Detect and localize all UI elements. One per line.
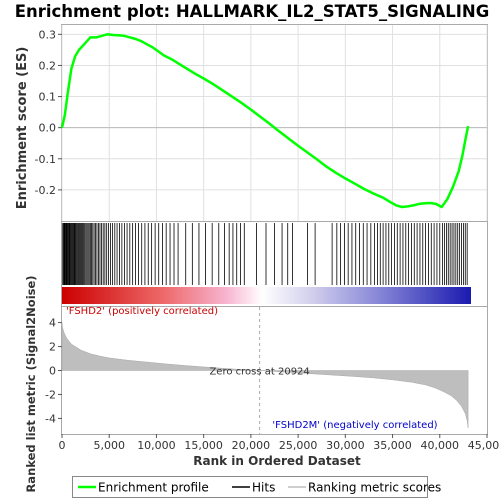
top-y-tick-label: 0.3 [39, 28, 57, 41]
x-tick-label: 30,000 [326, 439, 365, 452]
enrichment-profile-layer [60, 33, 470, 209]
x-tick-label: 0 [59, 439, 66, 452]
ranked-metric-panel: 4 2 0 -2 -4 Zero cross at 20924 'FSHD2' (pos… [24, 275, 488, 493]
legend-hits-label: Hits [252, 481, 275, 495]
chart-title: Enrichment plot: HALLMARK_IL2_STAT5_SIGN… [15, 2, 490, 21]
enrichment-score-panel: 0.3 0.2 0.1 0.0 -0.1 -0.2 Enrichment score (E… [15, 24, 488, 222]
bottom-y-tick-label: -2 [45, 388, 56, 401]
top-panel-frame [61, 24, 488, 222]
bottom-y-axis-label: Ranked list metric (Signal2Noise) [24, 275, 38, 492]
legend-profile-label: Enrichment profile [98, 481, 209, 495]
bottom-y-tick-label: 0 [49, 365, 56, 378]
bottom-y-tick-label: 4 [49, 317, 56, 330]
x-tick-label: 10,000 [137, 439, 176, 452]
x-tick-label: 35,000 [373, 439, 412, 452]
top-y-tick-label: -0.1 [35, 153, 56, 166]
rank-color-bar [62, 287, 471, 304]
x-tick-label: 20,000 [232, 439, 271, 452]
ranking-metric-layer [61, 322, 469, 429]
x-tick-label: 40,000 [421, 439, 460, 452]
hits-panel [61, 221, 488, 307]
top-y-tick-label: -0.2 [35, 184, 56, 197]
legend-metric-label: Ranking metric scores [308, 481, 441, 495]
top-y-tick-label: 0.0 [39, 122, 57, 135]
top-y-axis-label: Enrichment score (ES) [15, 47, 30, 210]
top-y-tick-label: 0.2 [39, 59, 57, 72]
x-tick-label: 15,000 [184, 439, 223, 452]
zero-cross-label: Zero cross at 20924 [209, 367, 309, 378]
x-tick-label: 5,000 [93, 439, 125, 452]
top-y-tick-label: 0.1 [39, 91, 57, 104]
top-y-ticks: 0.3 0.2 0.1 0.0 -0.1 -0.2 [35, 28, 62, 197]
legend: Enrichment profile Hits Ranking metric s… [72, 476, 441, 498]
bottom-y-tick-label: 2 [49, 341, 56, 354]
enrichment-profile-line [60, 33, 470, 209]
ranking-metric-area [61, 322, 469, 429]
x-tick-label: 45,000 [468, 439, 500, 452]
bottom-y-ticks: 4 2 0 -2 -4 [45, 317, 62, 425]
x-axis-ticks: 0 5,000 10,000 15,000 20,000 25,000 30,000 35,0… [59, 434, 500, 452]
x-axis-label: Rank in Ordered Dataset [193, 454, 361, 468]
positive-correlation-label: 'FSHD2' (positively correlated) [66, 306, 218, 317]
hits-layer [62, 223, 468, 285]
negative-correlation-label: 'FSHD2M' (negatively correlated) [272, 420, 437, 431]
x-tick-label: 25,000 [279, 439, 318, 452]
bottom-y-tick-label: -4 [45, 412, 56, 425]
